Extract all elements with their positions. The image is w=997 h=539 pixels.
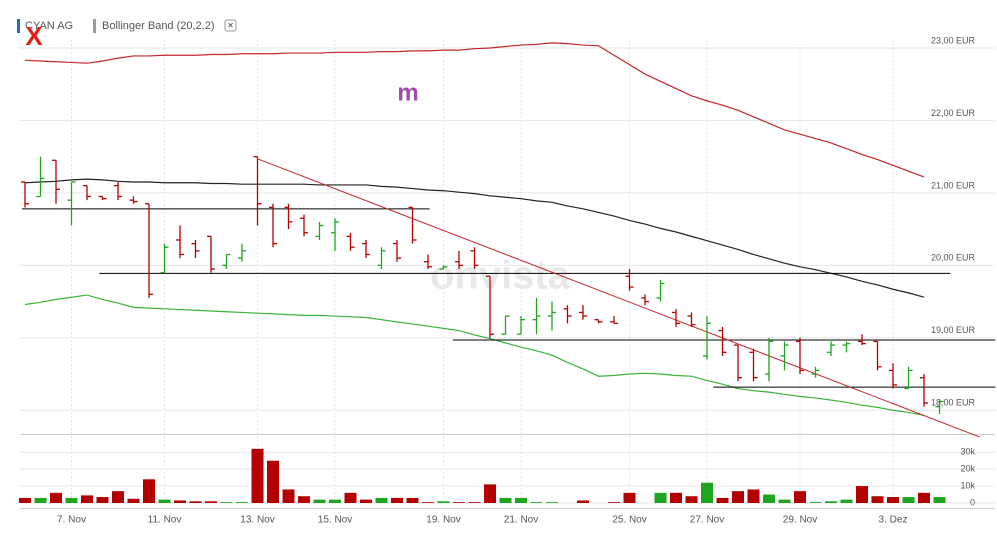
- volume-bar: [902, 497, 915, 503]
- bollinger-band: [24, 294, 925, 416]
- volume-bar: [34, 497, 47, 503]
- y-tick-label: 18,00 EUR: [931, 398, 976, 408]
- volume-bar: [623, 492, 636, 503]
- x-tick-label: 21. Nov: [504, 515, 538, 526]
- volume-bar: [825, 501, 837, 503]
- volume-bar: [360, 499, 372, 503]
- annotation: X: [25, 21, 43, 51]
- volume-tick-label: 10k: [960, 480, 975, 490]
- x-tick-label: 7. Nov: [57, 515, 86, 526]
- volume-bar: [329, 499, 341, 503]
- volume-bar: [189, 501, 202, 503]
- volume-bar: [654, 492, 667, 503]
- volume-bar: [453, 502, 465, 503]
- volume-bar: [143, 479, 155, 503]
- y-tick-label: 20,00 EUR: [931, 253, 976, 263]
- y-tick-label: 19,00 EUR: [931, 325, 976, 335]
- volume-bar: [716, 497, 729, 503]
- volume-bar: [747, 489, 760, 503]
- x-tick-label: 15. Nov: [318, 515, 352, 526]
- x-tick-label: 25. Nov: [612, 515, 646, 526]
- volume-bar: [298, 496, 310, 503]
- volume-bar: [158, 499, 171, 503]
- volume-bar: [112, 491, 124, 503]
- volume-tick-label: 0: [970, 497, 975, 507]
- close-button-label[interactable]: ×: [228, 21, 234, 32]
- x-tick-label: 13. Nov: [240, 515, 274, 526]
- volume-bar: [701, 482, 713, 503]
- volume-bar: [96, 497, 109, 503]
- volume-bar: [391, 497, 403, 503]
- volume-bar: [422, 502, 434, 503]
- volume-bar: [468, 502, 481, 503]
- volume-bar: [406, 497, 419, 503]
- volume-bar: [809, 502, 822, 503]
- volume-bar: [670, 492, 682, 503]
- x-tick-label: 11. Nov: [148, 515, 182, 526]
- volume-bar: [437, 501, 450, 503]
- volume-bar: [344, 492, 357, 503]
- volume-bar: [282, 489, 295, 503]
- x-tick-label: 29. Nov: [783, 515, 817, 526]
- volume-bar: [499, 497, 512, 503]
- volume-bar: [205, 501, 217, 503]
- volume-bar: [65, 497, 78, 503]
- instrument-swatch: [17, 19, 20, 33]
- volume-bar: [19, 497, 31, 503]
- indicator-label: Bollinger Band (20,2,2): [102, 20, 215, 32]
- volume-bar: [840, 499, 853, 503]
- x-tick-label: 19. Nov: [426, 515, 460, 526]
- volume-bar: [763, 494, 775, 503]
- x-tick-label: 3. Dez: [879, 515, 908, 526]
- close-button[interactable]: [224, 19, 237, 32]
- x-tick-label: 27. Nov: [690, 515, 724, 526]
- volume-bar: [127, 498, 140, 503]
- y-tick-label: 21,00 EUR: [931, 180, 976, 190]
- volume-bar: [50, 492, 62, 503]
- volume-bar: [251, 448, 264, 503]
- volume-bar: [546, 502, 558, 503]
- volume-bar: [608, 502, 620, 503]
- volume-bar: [267, 460, 279, 503]
- volume-bar: [577, 500, 589, 503]
- volume-bar: [375, 497, 388, 503]
- y-tick-label: 22,00 EUR: [931, 108, 976, 118]
- volume-bar: [732, 491, 744, 503]
- bollinger-band: [24, 42, 925, 178]
- volume-bar: [313, 499, 326, 503]
- volume-bar: [174, 500, 186, 503]
- volume-bar: [887, 497, 899, 503]
- volume-tick-label: 20k: [960, 464, 975, 474]
- volume-bar: [685, 496, 698, 503]
- volume-bar: [918, 492, 930, 503]
- volume-bar: [236, 502, 248, 503]
- trend-line: [257, 158, 980, 438]
- volume-bar: [778, 499, 791, 503]
- volume-bar: [515, 497, 527, 503]
- volume-bar: [871, 496, 884, 503]
- volume-bar: [484, 484, 496, 503]
- volume-bar: [530, 502, 543, 503]
- watermark: onvista: [430, 254, 571, 298]
- annotation: m: [397, 79, 418, 106]
- volume-tick-label: 30k: [960, 447, 975, 457]
- volume-bar: [856, 486, 868, 503]
- volume-bar: [933, 497, 946, 503]
- volume-bar: [220, 502, 233, 503]
- indicator-swatch: [93, 19, 96, 33]
- instrument-label: CYAN AG: [25, 20, 73, 32]
- volume-bar: [81, 495, 93, 503]
- y-tick-label: 23,00 EUR: [931, 35, 976, 45]
- volume-bar: [794, 491, 806, 503]
- bollinger-band: [24, 178, 925, 298]
